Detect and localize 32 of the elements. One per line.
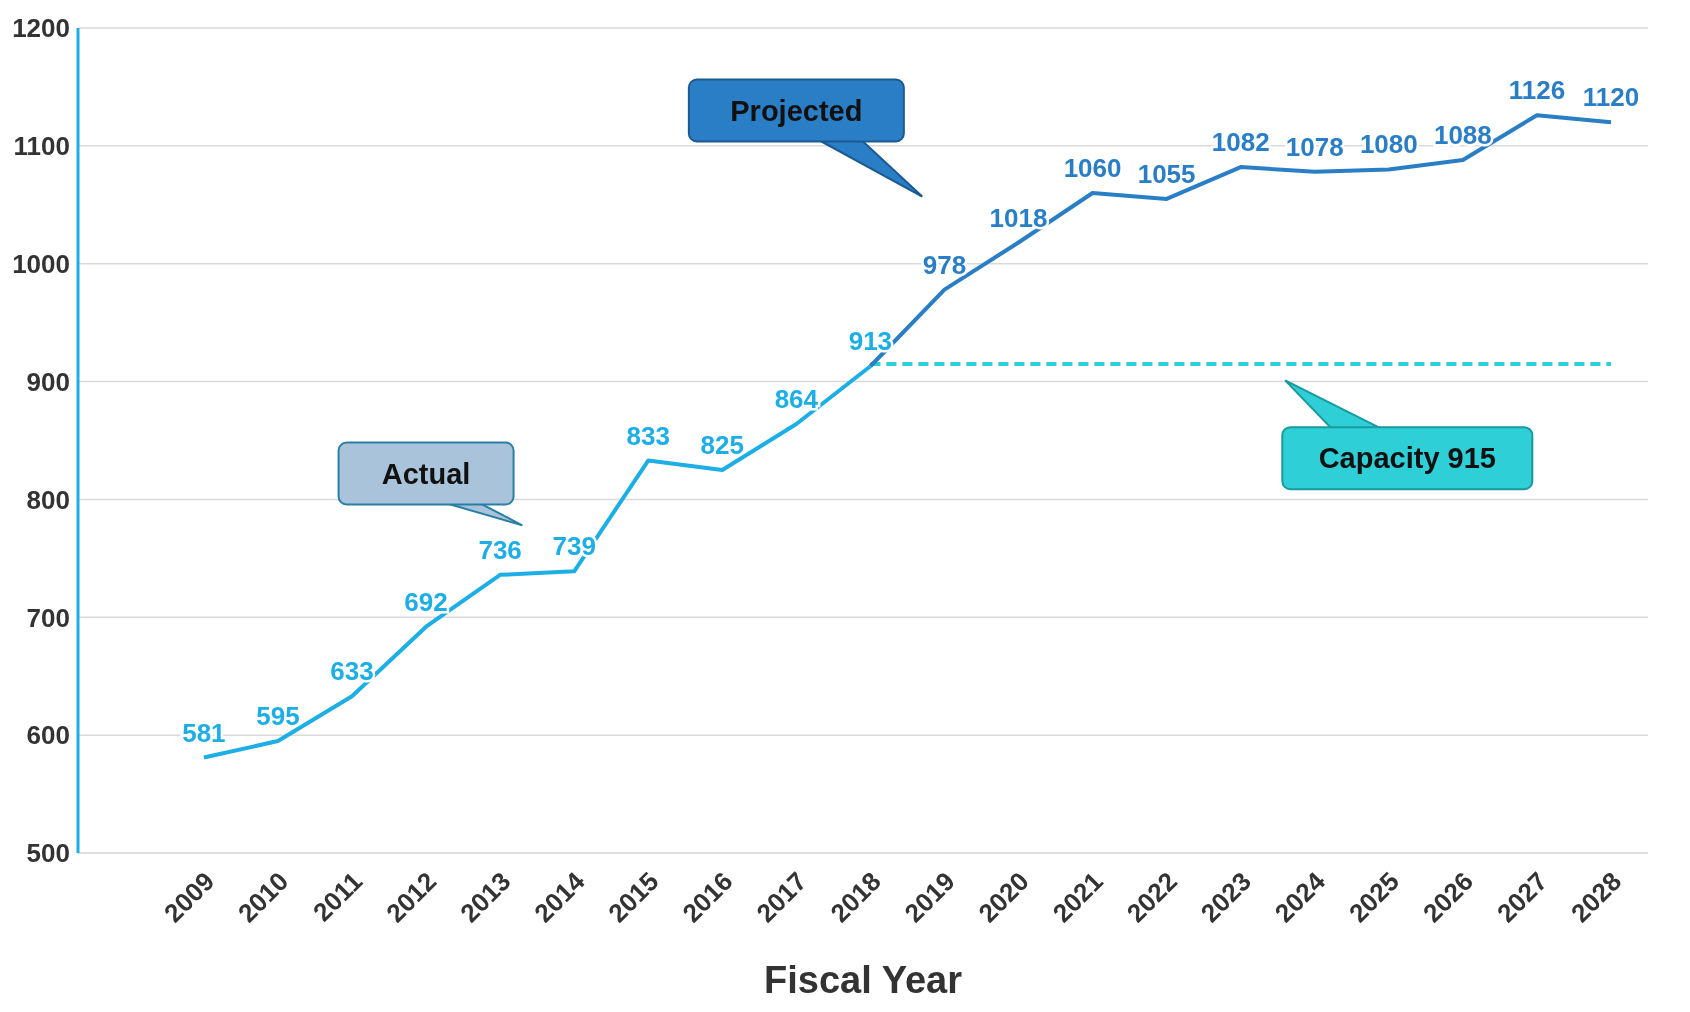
data-label: 633 (330, 656, 374, 687)
data-label: 1055 (1137, 158, 1196, 189)
data-label: 1080 (1359, 129, 1418, 160)
callout: Capacity 915 (1281, 379, 1534, 491)
data-label: 1078 (1285, 131, 1344, 162)
y-tick-label: 500 (26, 838, 70, 869)
data-label: 978 (922, 249, 967, 280)
legend-label: Capacity 915 (1318, 442, 1496, 475)
y-tick-label: 900 (26, 366, 70, 397)
y-tick-label: 600 (26, 720, 70, 751)
x-axis-title: Fiscal Year (764, 959, 963, 1001)
data-label: 736 (478, 534, 522, 565)
callout: Actual (337, 441, 524, 527)
data-label: 581 (182, 717, 226, 748)
data-label: 1018 (989, 202, 1048, 233)
y-tick-label: 1200 (12, 13, 70, 44)
data-label: 1126 (1508, 75, 1566, 106)
data-label: 825 (700, 429, 744, 460)
y-tick-label: 1100 (13, 131, 70, 162)
callout: Projected (687, 78, 924, 198)
y-tick-label: 700 (26, 602, 70, 633)
y-tick-label: 1000 (12, 248, 70, 279)
data-label: 913 (848, 326, 893, 357)
data-label: 1088 (1433, 120, 1492, 150)
y-tick-label: 800 (26, 484, 70, 515)
data-label: 595 (256, 701, 300, 732)
data-label: 833 (626, 420, 670, 451)
data-label: 692 (404, 586, 448, 617)
data-label: 1120 (1582, 82, 1640, 113)
data-label: 1082 (1211, 127, 1270, 158)
data-label: 864 (774, 384, 819, 414)
data-label: 1060 (1063, 153, 1122, 183)
